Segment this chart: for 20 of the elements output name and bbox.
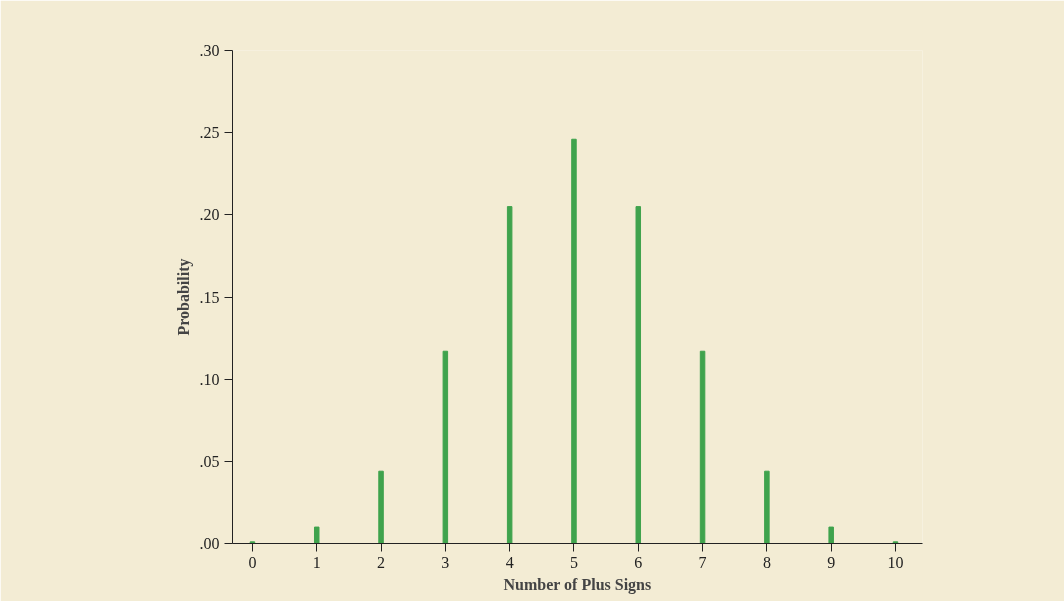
y-tick-label: .25: [199, 124, 220, 142]
x-axis-title: Number of Plus Signs: [503, 575, 652, 594]
y-tick-label: .15: [199, 288, 220, 306]
x-tick-label: 6: [634, 553, 643, 571]
x-tick-label: 10: [887, 553, 904, 571]
x-tick-label: 3: [441, 553, 450, 571]
y-tick-label: .05: [199, 452, 220, 470]
x-tick-label: 7: [698, 553, 707, 571]
x-tick-label: 0: [248, 553, 257, 571]
y-tick-label: .10: [199, 370, 220, 388]
x-tick-label: 9: [827, 553, 836, 571]
x-tick-label: 8: [762, 553, 771, 571]
x-tick-label: 1: [312, 553, 321, 571]
y-tick-label: .20: [199, 206, 220, 224]
x-tick-label: 4: [505, 553, 514, 571]
x-tick-label: 2: [377, 553, 386, 571]
y-tick-label: .30: [199, 42, 220, 59]
x-tick-label: 5: [569, 553, 578, 571]
y-axis-title: Probability: [174, 258, 193, 336]
y-tick-label: .00: [199, 535, 220, 552]
